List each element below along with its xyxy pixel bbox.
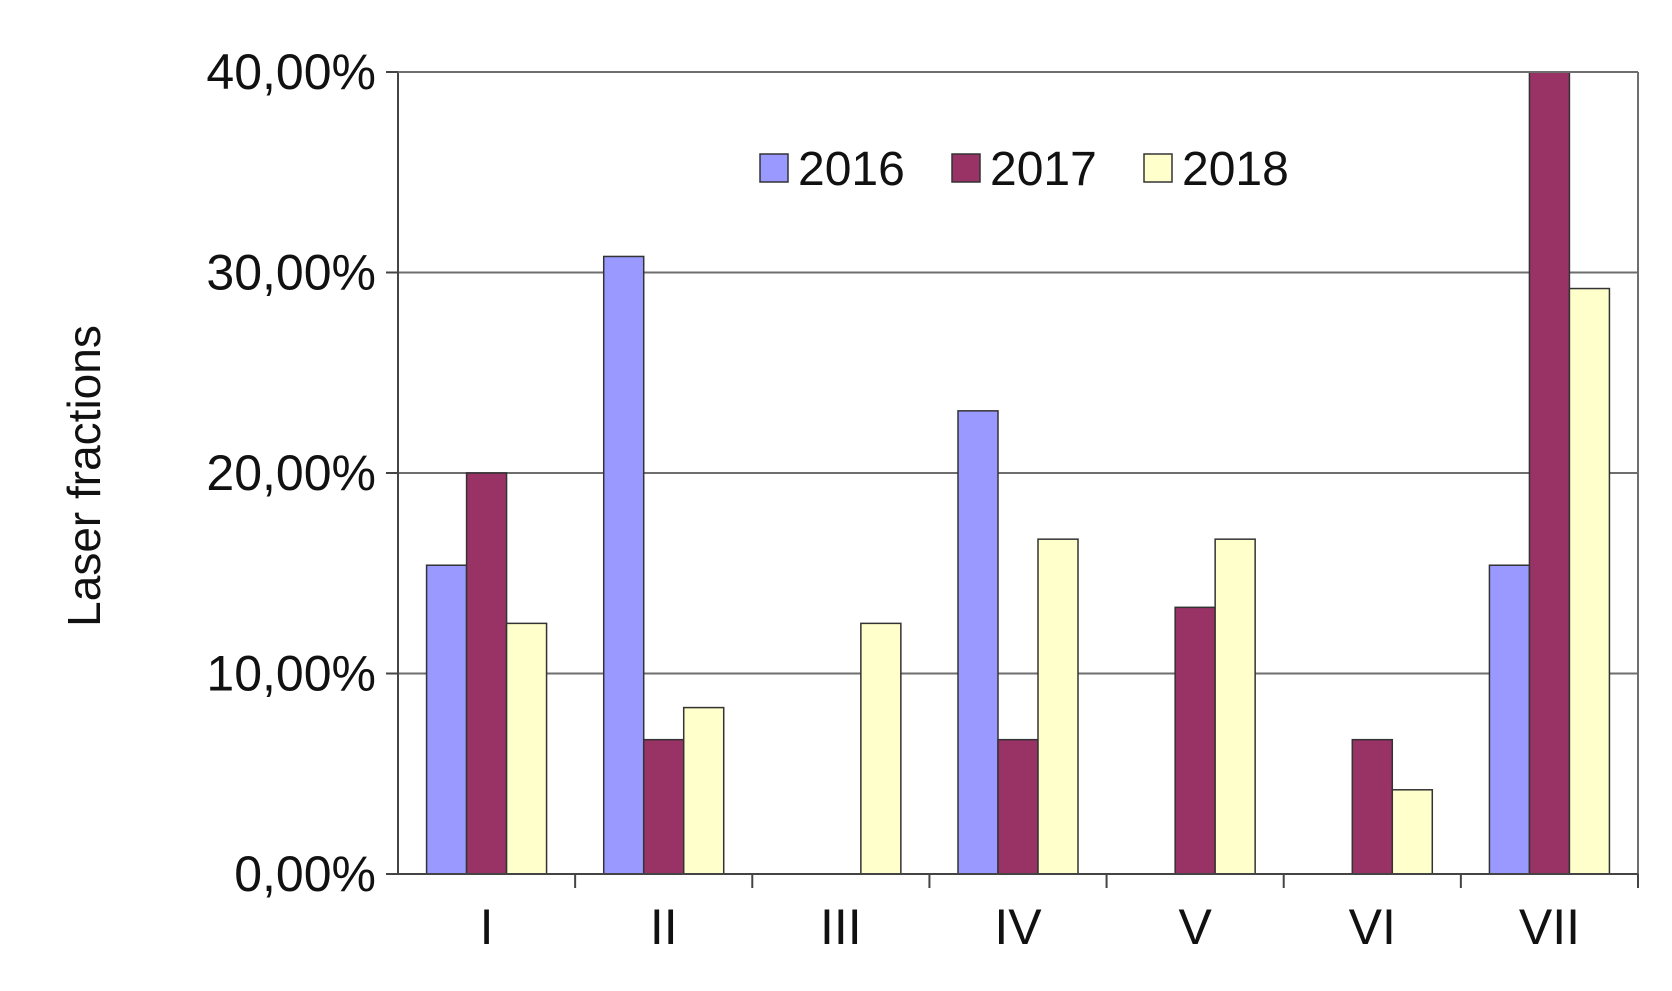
x-tick-label: I [480, 899, 494, 955]
y-tick-label: 20,00% [206, 445, 376, 501]
bar-2017-I [465, 472, 508, 875]
legend-swatch-2016 [759, 153, 789, 183]
bar-2017-VII [1528, 71, 1571, 875]
bar-2018-IV [1037, 538, 1079, 875]
bar-2016-VII [1488, 564, 1531, 875]
bar-2018-II [682, 706, 725, 875]
x-tick-label: VI [1349, 899, 1396, 955]
bar-2017-II [642, 738, 685, 875]
bar-2018-VII [1568, 287, 1611, 875]
legend-label-2016: 2016 [798, 143, 905, 196]
legend-label-2018: 2018 [1182, 143, 1289, 196]
y-tick-label: 10,00% [206, 646, 376, 702]
axes [386, 71, 1639, 888]
x-tick-label: V [1178, 899, 1212, 955]
x-axis-labels: I II III IV V VI VII [480, 899, 1580, 955]
bar-2016-II [602, 255, 645, 875]
x-tick-label: IV [994, 899, 1042, 955]
x-tick-label: III [820, 899, 862, 955]
bar-2016-I [425, 564, 468, 875]
y-axis-title: Laser fractions [58, 325, 110, 627]
bar-2018-I [505, 622, 548, 875]
y-axis-ticks: 0,00% 10,00% 20,00% 30,00% 40,00% [206, 44, 376, 902]
legend-swatch-2017 [951, 153, 981, 183]
y-tick-label: 0,00% [234, 846, 376, 902]
bar-2018-III [860, 622, 902, 875]
bar-2016-IV [957, 410, 999, 875]
bar-2017-V [1174, 606, 1216, 875]
bars [425, 71, 1611, 875]
bar-2017-VI [1351, 738, 1394, 875]
bar-2017-IV [997, 738, 1039, 875]
bar-2018-VI [1391, 789, 1434, 875]
legend-swatch-2018 [1143, 153, 1173, 183]
y-tick-label: 40,00% [206, 44, 376, 100]
legend-label-2017: 2017 [990, 143, 1097, 196]
x-tick-label: VII [1519, 899, 1580, 955]
legend: 2016 2017 2018 [759, 143, 1289, 196]
x-tick-label: II [650, 899, 678, 955]
bar-2018-V [1214, 538, 1256, 875]
y-tick-label: 30,00% [206, 245, 376, 301]
